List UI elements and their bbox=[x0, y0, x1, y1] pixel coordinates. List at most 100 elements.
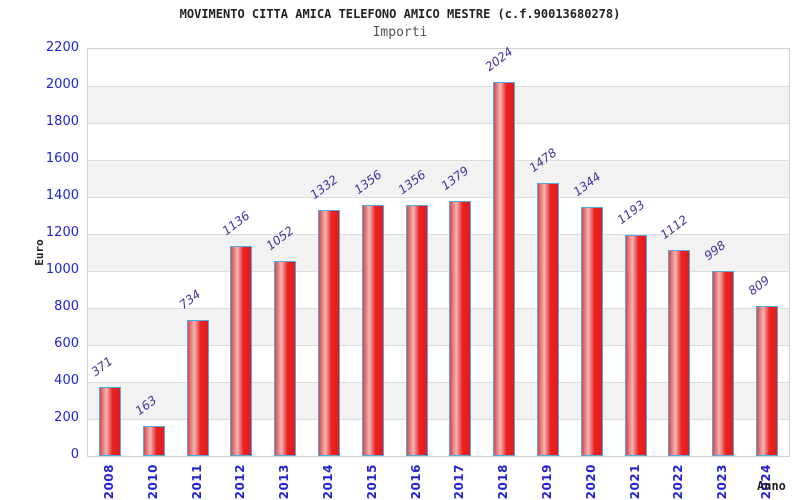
bar-value-label: 734 bbox=[176, 287, 203, 312]
gridline bbox=[88, 233, 789, 235]
bar-2018 bbox=[493, 82, 516, 456]
bar-2017 bbox=[449, 201, 472, 456]
y-tick-label: 1200 bbox=[45, 225, 79, 240]
bar-value-label: 1193 bbox=[614, 197, 648, 227]
y-tick-label: 800 bbox=[54, 299, 79, 314]
x-tick-label-text: 2018 bbox=[496, 464, 511, 500]
y-tick-label: 1000 bbox=[45, 262, 79, 277]
bar-value-label: 1478 bbox=[526, 145, 560, 175]
x-tick-label: 2016 bbox=[394, 464, 438, 500]
bar-column: 1379 bbox=[439, 49, 483, 456]
bar-2012 bbox=[230, 246, 253, 456]
y-tick-label: 1800 bbox=[45, 114, 79, 129]
x-tick-label: 2008 bbox=[87, 464, 131, 500]
x-tick-label: 2015 bbox=[350, 464, 394, 500]
x-tick-label: 2021 bbox=[613, 464, 657, 500]
bar-column: 163 bbox=[132, 49, 176, 456]
bar-2008 bbox=[98, 387, 121, 456]
y-tick-label: 1600 bbox=[45, 151, 79, 166]
x-tick-label: 2022 bbox=[657, 464, 701, 500]
bar-value-label: 1356 bbox=[351, 167, 385, 197]
bar-value-label: 1356 bbox=[395, 167, 428, 197]
y-tick-label: 2000 bbox=[45, 77, 79, 92]
bar-column: 1478 bbox=[526, 49, 570, 456]
gridline bbox=[88, 307, 789, 309]
bar-column: 1136 bbox=[219, 49, 263, 456]
x-tick-label-text: 2014 bbox=[320, 464, 335, 500]
x-tick-label: 2010 bbox=[131, 464, 175, 500]
bar-value-label: 1136 bbox=[219, 208, 253, 238]
y-tick-label: 0 bbox=[70, 447, 79, 462]
bar-2024 bbox=[756, 306, 779, 456]
bar-value-label: 1332 bbox=[307, 172, 341, 202]
bar-value-label: 1112 bbox=[658, 212, 691, 242]
x-tick-label-text: 2015 bbox=[364, 464, 379, 500]
bar-2019 bbox=[537, 183, 560, 456]
bar-column: 1193 bbox=[614, 49, 658, 456]
bar-value-label: 2024 bbox=[482, 44, 516, 74]
bar-2022 bbox=[668, 250, 691, 456]
bar-column: 1356 bbox=[395, 49, 439, 456]
gridline bbox=[88, 85, 789, 87]
bar-value-label: 809 bbox=[745, 273, 773, 298]
x-tick-label: 2018 bbox=[481, 464, 525, 500]
gridline bbox=[88, 159, 789, 161]
x-tick-label: 2013 bbox=[262, 464, 306, 500]
x-tick-label-text: 2023 bbox=[715, 464, 730, 500]
bar-column: 1356 bbox=[351, 49, 395, 456]
gridline bbox=[88, 196, 789, 198]
x-tick-label-text: 2020 bbox=[583, 464, 598, 500]
bar-2011 bbox=[186, 320, 209, 456]
chart-title: MOVIMENTO CITTA AMICA TELEFONO AMICO MES… bbox=[179, 7, 621, 21]
x-tick-label: 2019 bbox=[525, 464, 569, 500]
bar-column: 998 bbox=[701, 49, 745, 456]
gridline bbox=[88, 270, 789, 272]
x-tick-label-text: 2021 bbox=[627, 464, 642, 500]
bar-column: 1344 bbox=[570, 49, 614, 456]
bar-2014 bbox=[317, 210, 340, 456]
bar-2016 bbox=[405, 205, 428, 456]
bar-value-label: 1379 bbox=[438, 163, 472, 193]
y-tick-label: 600 bbox=[54, 336, 79, 351]
chart-subtitle: Importi bbox=[372, 25, 428, 40]
bar-column: 1332 bbox=[307, 49, 351, 456]
y-tick-label: 400 bbox=[54, 373, 79, 388]
bar-value-label: 163 bbox=[132, 393, 160, 418]
x-tick-label-text: 2008 bbox=[101, 464, 116, 500]
gridline bbox=[88, 344, 789, 346]
x-tick-label: 2023 bbox=[700, 464, 744, 500]
x-tick-label: 2011 bbox=[175, 464, 219, 500]
x-tick-label-text: 2011 bbox=[189, 464, 204, 500]
bar-column: 371 bbox=[88, 49, 132, 456]
x-axis-title: Anno bbox=[757, 479, 786, 493]
x-tick-label-text: 2012 bbox=[233, 464, 248, 500]
x-tick-label: 2017 bbox=[438, 464, 482, 500]
bar-2021 bbox=[624, 235, 647, 456]
y-tick-label: 2200 bbox=[45, 40, 79, 55]
bar-column: 1052 bbox=[263, 49, 307, 456]
bar-value-label: 1052 bbox=[263, 223, 297, 253]
bar-value-label: 371 bbox=[88, 354, 116, 379]
x-tick-label-text: 2013 bbox=[277, 464, 292, 500]
bar-value-label: 1344 bbox=[570, 169, 604, 199]
y-tick-label: 1400 bbox=[45, 188, 79, 203]
x-tick-label-text: 2019 bbox=[540, 464, 555, 500]
x-tick-label: 2020 bbox=[569, 464, 613, 500]
x-tick-label-text: 2016 bbox=[408, 464, 423, 500]
bar-value-label: 998 bbox=[701, 238, 729, 263]
plot-area: 371 163 734 1136 1052 1332 1356 1356 1379 2024 147… bbox=[87, 44, 790, 457]
bar-column: 1112 bbox=[658, 49, 702, 456]
y-tick-label: 200 bbox=[54, 410, 79, 425]
x-tick-label-text: 2017 bbox=[452, 464, 467, 500]
bar-2015 bbox=[361, 205, 384, 456]
bar-2013 bbox=[274, 261, 297, 456]
bar-column: 2024 bbox=[482, 44, 526, 456]
x-tick-label: 2014 bbox=[306, 464, 350, 500]
bar-2010 bbox=[142, 426, 165, 456]
x-tick-label-text: 2010 bbox=[145, 464, 160, 500]
gridline bbox=[88, 418, 789, 420]
x-tick-label-text: 2022 bbox=[671, 464, 686, 500]
bar-2023 bbox=[712, 271, 735, 456]
bar-column: 734 bbox=[176, 49, 220, 456]
